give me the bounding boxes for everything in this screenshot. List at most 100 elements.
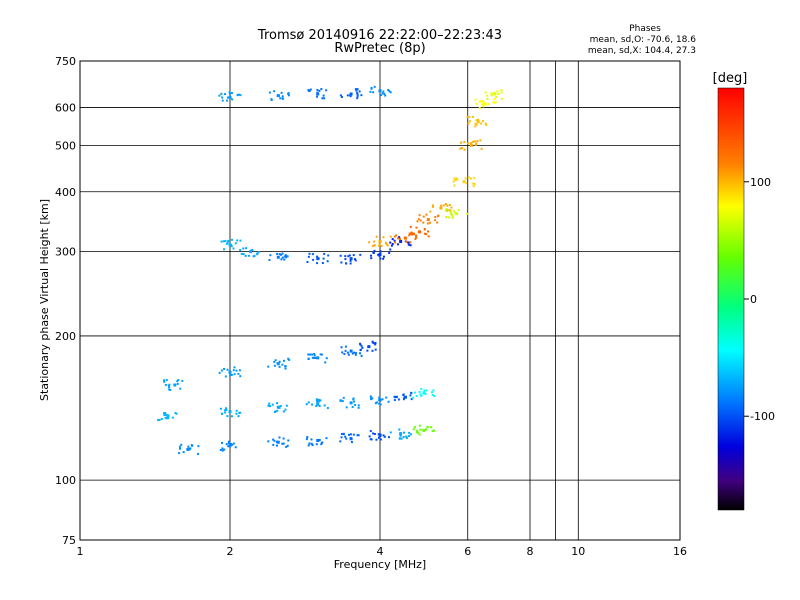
y-tick-label: 100 bbox=[55, 474, 76, 487]
data-point-scatter bbox=[467, 176, 470, 179]
data-point-scatter bbox=[413, 391, 416, 394]
data-point-scatter bbox=[474, 143, 477, 146]
data-point-scatter bbox=[163, 414, 166, 417]
data-point-scatter bbox=[437, 214, 440, 217]
data-point-scatter bbox=[382, 90, 385, 93]
data-point-scatter bbox=[163, 379, 166, 382]
y-axis-label: Stationary phase Virtual Height [km] bbox=[38, 199, 51, 401]
data-point-scatter bbox=[230, 243, 233, 246]
y-tick-label: 750 bbox=[55, 55, 76, 68]
data-point-scatter bbox=[383, 435, 386, 438]
data-point-scatter bbox=[422, 215, 425, 218]
data-point-scatter bbox=[448, 210, 451, 213]
data-point-scatter bbox=[280, 258, 283, 261]
data-point-scatter bbox=[418, 390, 421, 393]
data-point-scatter bbox=[280, 91, 283, 94]
data-point-scatter bbox=[415, 236, 418, 239]
data-point-scatter bbox=[453, 177, 456, 180]
data-point-scatter bbox=[424, 392, 427, 395]
data-point bbox=[349, 92, 353, 96]
data-point-scatter bbox=[341, 400, 344, 403]
data-point-scatter bbox=[316, 93, 319, 96]
plot-area: 1 2 4 6 8 10 16 75 100 200 300 400 500 600 750 bbox=[55, 55, 687, 558]
data-point bbox=[316, 356, 320, 360]
chart-title: Tromsø 20140916 22:22:00–22:23:43 bbox=[257, 28, 502, 43]
data-point-scatter bbox=[188, 448, 191, 451]
data-point-scatter bbox=[379, 403, 382, 406]
data-point-scatter bbox=[225, 242, 228, 245]
data-point-scatter bbox=[284, 367, 287, 370]
data-point-scatter bbox=[288, 358, 291, 361]
data-point-scatter bbox=[191, 444, 194, 447]
data-point-scatter bbox=[168, 386, 171, 389]
data-point-scatter bbox=[410, 398, 413, 401]
data-point-scatter bbox=[385, 396, 388, 399]
data-point-scatter bbox=[472, 140, 475, 143]
data-point-scatter bbox=[389, 235, 392, 238]
data-point-scatter bbox=[273, 439, 276, 442]
data-point-scatter bbox=[395, 395, 398, 398]
data-point-scatter bbox=[373, 240, 376, 243]
data-point-scatter bbox=[273, 364, 276, 367]
data-point-scatter bbox=[374, 341, 377, 344]
data-point-scatter bbox=[278, 253, 281, 256]
data-point-scatter bbox=[349, 259, 352, 262]
data-point-scatter bbox=[474, 125, 477, 128]
data-point-scatter bbox=[500, 89, 503, 92]
data-point-scatter bbox=[277, 406, 280, 409]
data-point-scatter bbox=[380, 94, 383, 97]
data-point-scatter bbox=[237, 415, 240, 418]
colorbar-label: [deg] bbox=[713, 71, 748, 86]
data-point-scatter bbox=[432, 204, 435, 207]
data-point-scatter bbox=[368, 241, 371, 244]
data-point-scatter bbox=[232, 442, 235, 445]
data-point-scatter bbox=[380, 244, 383, 247]
data-point-scatter bbox=[450, 206, 453, 209]
data-point-scatter bbox=[408, 234, 411, 237]
data-point-scatter bbox=[221, 96, 224, 99]
data-point-scatter bbox=[384, 241, 387, 244]
data-point-scatter bbox=[389, 91, 392, 94]
data-point-scatter bbox=[168, 388, 171, 391]
data-point-scatter bbox=[325, 437, 328, 440]
data-point-scatter bbox=[218, 371, 221, 374]
data-point-scatter bbox=[226, 96, 229, 99]
data-point-scatter bbox=[356, 92, 359, 95]
data-point-scatter bbox=[267, 404, 270, 407]
data-point-scatter bbox=[463, 148, 466, 151]
data-point-scatter bbox=[249, 249, 252, 252]
colorbar-tick-label: 100 bbox=[750, 176, 771, 189]
data-point-scatter bbox=[281, 95, 284, 98]
data-point-scatter bbox=[174, 412, 177, 415]
y-tick-label: 400 bbox=[55, 186, 76, 199]
data-point-scatter bbox=[268, 259, 271, 262]
data-point-scatter bbox=[273, 90, 276, 93]
data-point-scatter bbox=[481, 103, 484, 106]
x-tick-label: 4 bbox=[377, 545, 384, 558]
data-point-scatter bbox=[397, 398, 400, 401]
data-point-scatter bbox=[352, 254, 355, 257]
data-point-scatter bbox=[436, 221, 439, 224]
data-point-scatter bbox=[434, 219, 437, 222]
data-point-scatter bbox=[169, 388, 172, 391]
data-point-scatter bbox=[357, 404, 360, 407]
data-point-scatter bbox=[424, 232, 427, 235]
data-point-scatter bbox=[269, 254, 272, 257]
data-point-scatter bbox=[223, 248, 226, 251]
data-point-scatter bbox=[377, 436, 380, 439]
data-point-scatter bbox=[373, 85, 376, 88]
data-point-scatter bbox=[474, 122, 477, 125]
data-point-scatter bbox=[415, 234, 418, 237]
data-point-scatter bbox=[390, 244, 393, 247]
data-point-scatter bbox=[226, 415, 229, 418]
data-point-scatter bbox=[269, 405, 272, 408]
data-point-scatter bbox=[316, 262, 319, 265]
data-point-scatter bbox=[253, 254, 256, 257]
data-point-scatter bbox=[427, 230, 430, 233]
data-point-scatter bbox=[389, 241, 392, 244]
data-point-scatter bbox=[221, 99, 224, 102]
data-point-scatter bbox=[500, 97, 503, 100]
data-point-scatter bbox=[312, 356, 315, 359]
data-point-scatter bbox=[374, 343, 377, 346]
data-point-scatter bbox=[403, 396, 406, 399]
